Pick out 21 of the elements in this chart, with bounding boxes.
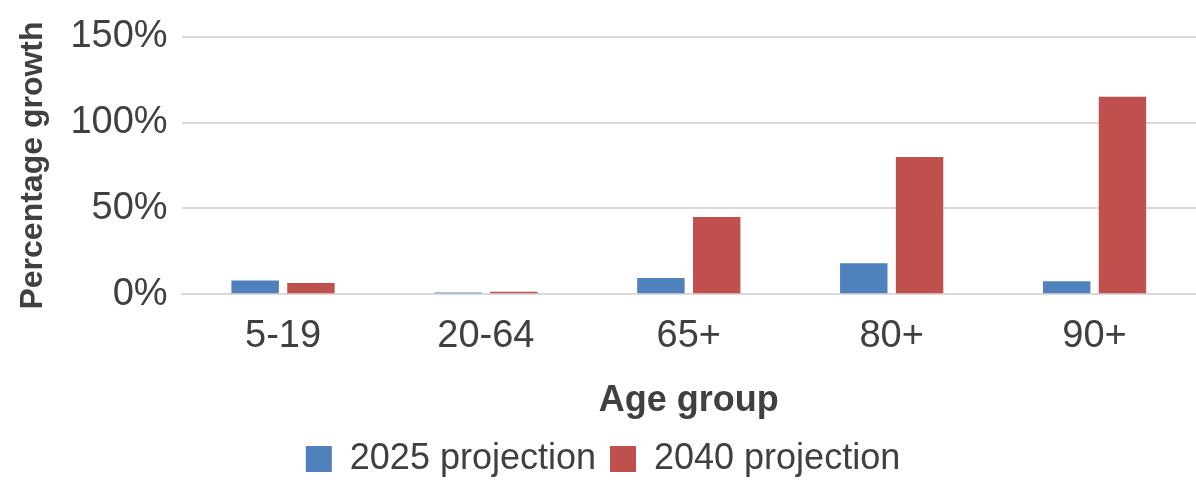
bar	[692, 216, 741, 294]
x-tick-label: 80+	[859, 313, 924, 356]
bar	[637, 277, 685, 294]
x-tick-label: 65+	[656, 313, 722, 356]
x-tick-label: 20-64	[437, 313, 535, 356]
bar	[895, 156, 944, 294]
y-tick-label: 50%	[91, 184, 168, 227]
x-tick-label: 90+	[1062, 313, 1127, 356]
bar	[231, 280, 279, 294]
bar	[840, 263, 888, 294]
y-tick-label: 100%	[70, 99, 168, 142]
y-tick-label: 150%	[70, 13, 168, 56]
bar	[1098, 96, 1147, 294]
x-tick-label: 5-19	[245, 313, 322, 356]
x-axis-title: Age group	[598, 378, 779, 420]
y-axis-title: Percentage growth	[13, 21, 50, 310]
bar	[1042, 281, 1091, 294]
y-tick-label: 0%	[112, 270, 168, 313]
bar	[287, 283, 335, 294]
legend-label: 2025 projection	[349, 435, 597, 477]
legend-label: 2040 projection	[654, 435, 901, 477]
